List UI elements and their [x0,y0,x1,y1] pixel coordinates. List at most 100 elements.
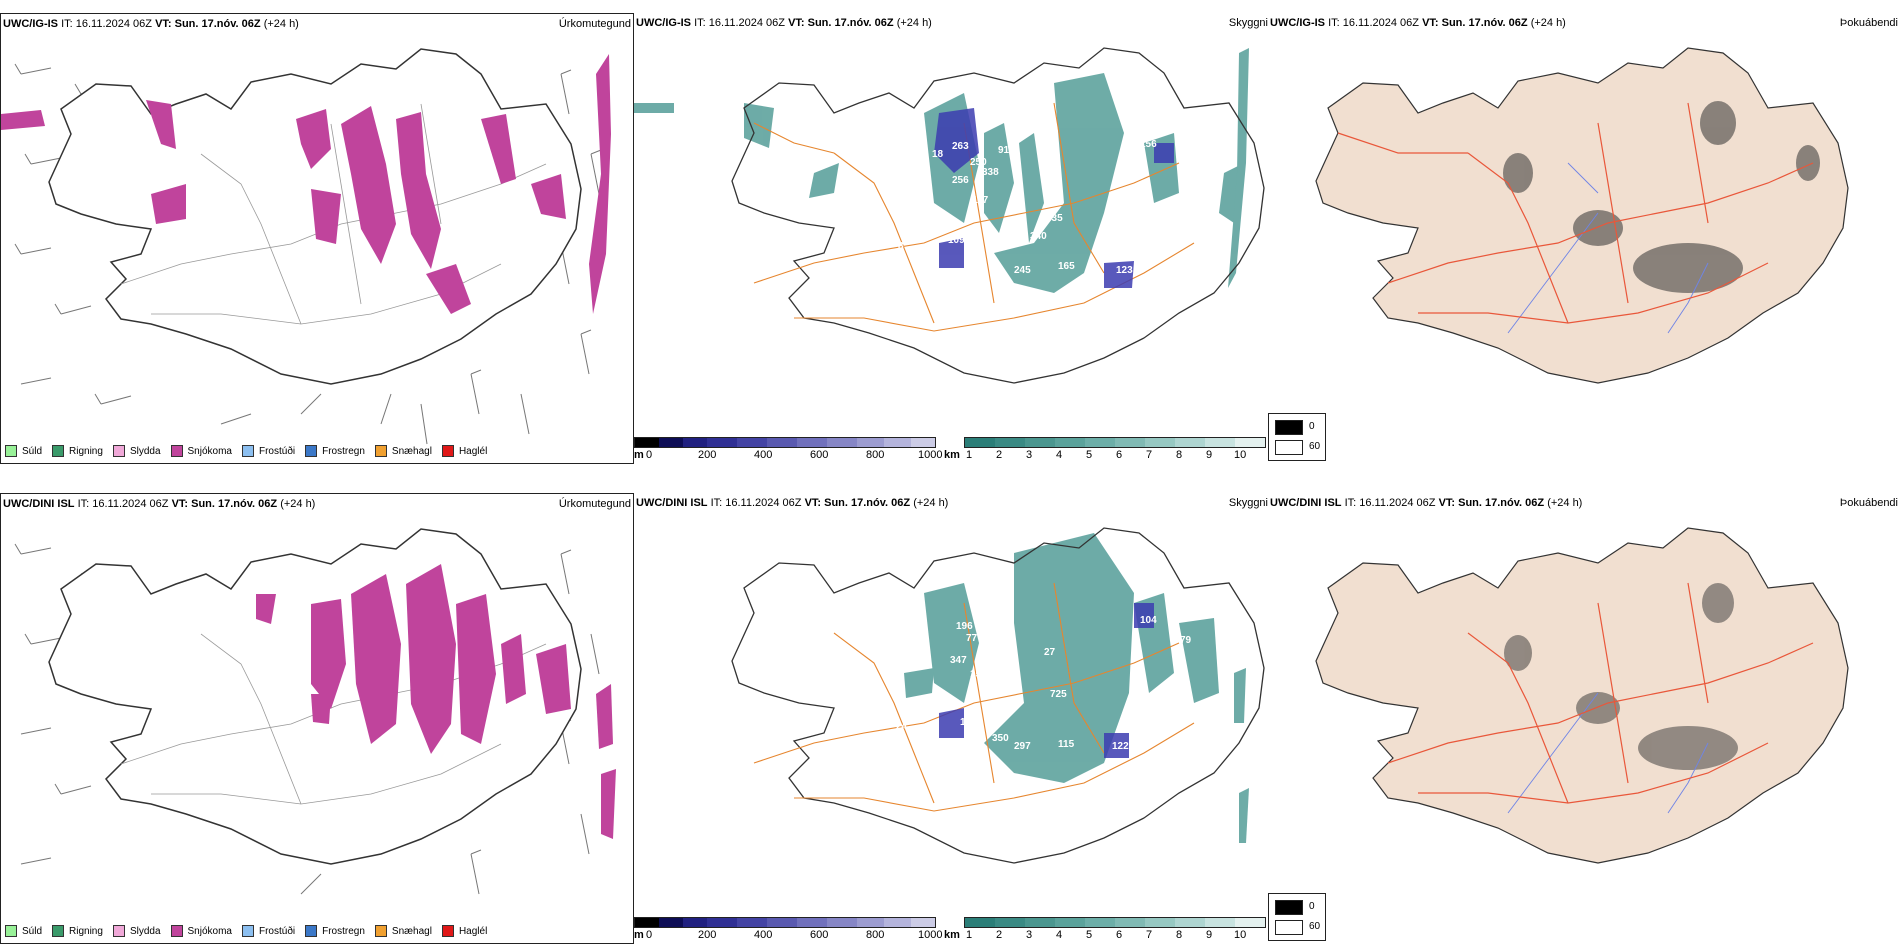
legend-item-hail: Haglél [441,925,487,937]
cloudbase-bar [634,437,936,448]
vis-value: 8 [898,241,904,252]
fog-areas [1503,101,1820,293]
fog-key-row2: 0 60 [1268,893,1326,941]
swatch [374,925,387,937]
vis-value: 256 [952,175,969,186]
precip-map [1,48,611,445]
swatch [52,925,65,937]
swatch [441,445,454,457]
vis-value: 340 [1030,231,1047,242]
vis-value: 263 [952,141,969,152]
swatch [5,445,17,457]
panel-label: Skyggni [1228,17,1268,29]
panel-label: Þokuábendi [1839,17,1898,29]
vis-value: 250 [970,157,987,168]
legend-item-freezing-drizzle: Frostúði [241,925,295,937]
vis-value: 975 [1122,165,1139,176]
cloudbase-bar [634,917,936,928]
legend-item-drizzle: Súld [5,445,42,457]
vis-value: 79 [1180,635,1192,646]
legend-item-rain: Rigning [52,925,103,937]
vis-value: 27 [1044,647,1056,658]
vis-value: 916 [998,145,1015,156]
swatch [305,445,318,457]
vis-value: 11 [960,717,971,728]
vis-value: 196 [956,621,973,632]
swatch [374,445,387,457]
fog-areas [1504,583,1738,770]
precip-legend: Súld Rigning Slydda Snjókoma Frostúði Fr… [5,925,487,937]
legend-item-drizzle: Súld [5,925,42,937]
swatch [241,445,254,457]
vis-value: 245 [1014,265,1031,276]
legend-item-freezing-drizzle: Frostúði [241,445,295,457]
visibility-map: 196 77 347 37 152 27 104 79 725 11 350 2… [731,527,1265,864]
iceland-outline [731,527,1265,864]
iceland-outline [731,47,1265,384]
visibility-panel-row1: UWC/IG-IS IT: 16.11.2024 06Z VT: Sun. 17… [634,13,1268,464]
wind-barbs [14,63,602,445]
vis-value: 122 [1112,741,1129,752]
snow-areas [256,564,616,839]
vis-value: 115 [1058,739,1075,750]
panel-title: UWC/DINI ISL IT: 16.11.2024 06Z VT: Sun.… [636,497,949,509]
legend-item-rain: Rigning [52,445,103,457]
vis-value: 24 [896,721,908,732]
vis-value: 725 [1050,689,1067,700]
swatch [241,925,254,937]
vis-areas [904,533,1249,843]
panel-title: UWC/IG-IS IT: 16.11.2024 06Z VT: Sun. 17… [3,18,299,30]
vis-value: 350 [992,733,1009,744]
vis-value: 18 [932,149,944,160]
vis-value: 123 [1116,265,1133,276]
vis-value: 156 [1140,139,1157,150]
panel-title: UWC/IG-IS IT: 16.11.2024 06Z VT: Sun. 17… [636,17,932,29]
fog-map [1315,47,1849,384]
road-lines [1387,582,1814,804]
swatch [112,445,125,457]
swatch [170,445,183,457]
vis-value: 77 [966,633,978,644]
visibility-bar [964,917,1266,928]
precip-legend: Súld Rigning Slydda Snjókoma Frostúði Fr… [5,445,487,457]
fog-map [1315,527,1849,864]
fog-key-row1: 0 60 [1268,413,1326,461]
low-cloud-areas [934,108,1174,288]
swatch [305,925,318,937]
vis-value: 347 [950,655,967,666]
legend-item-hail: Haglél [441,445,487,457]
fog-key-black [1275,900,1303,915]
vis-value: 117 [972,195,989,206]
cloudbase-ticks: m 0 200 400 600 800 1000 [634,929,943,941]
vis-value-labels: 263 250 916 256 338 117 156 975 435 340 … [898,139,1160,276]
panel-label: Úrkomutegund [558,498,631,510]
vis-value: 109 [948,235,965,246]
fog-key-white [1275,440,1303,455]
legend-item-snow: Snjókoma [170,925,232,937]
legend-item-snow: Snjókoma [170,445,232,457]
iceland-land [1315,527,1849,864]
panel-label: Úrkomutegund [558,18,631,30]
road-lines [753,582,1195,812]
visibility-panel-row2: UWC/DINI ISL IT: 16.11.2024 06Z VT: Sun.… [634,493,1268,944]
fog-key-black [1275,420,1303,435]
swatch [5,925,17,937]
visibility-ticks: km 1 2 3 4 5 6 7 8 9 10 [944,449,1247,461]
vis-value: 165 [1058,261,1075,272]
vis-value: 152 [970,669,987,680]
vis-value: 338 [982,167,999,178]
precip-type-panel-row1: UWC/IG-IS IT: 16.11.2024 06Z VT: Sun. 17… [0,13,634,464]
swatch [52,445,65,457]
low-cloud-areas [939,603,1154,758]
swatch [441,925,454,937]
road-lines [1337,102,1814,324]
panel-title: UWC/IG-IS IT: 16.11.2024 06Z VT: Sun. 17… [1270,17,1566,29]
snow-areas [1,54,611,314]
fog-index-panel-row2: UWC/DINI ISL IT: 16.11.2024 06Z VT: Sun.… [1268,493,1900,944]
legend-item-sleet: Slydda [112,925,161,937]
swatch [112,925,125,937]
precip-type-panel-row2: UWC/DINI ISL IT: 16.11.2024 06Z VT: Sun.… [0,493,634,944]
vis-value: 104 [1140,615,1157,626]
legend-item-sleet: Slydda [112,445,161,457]
visibility-bar [964,437,1266,448]
